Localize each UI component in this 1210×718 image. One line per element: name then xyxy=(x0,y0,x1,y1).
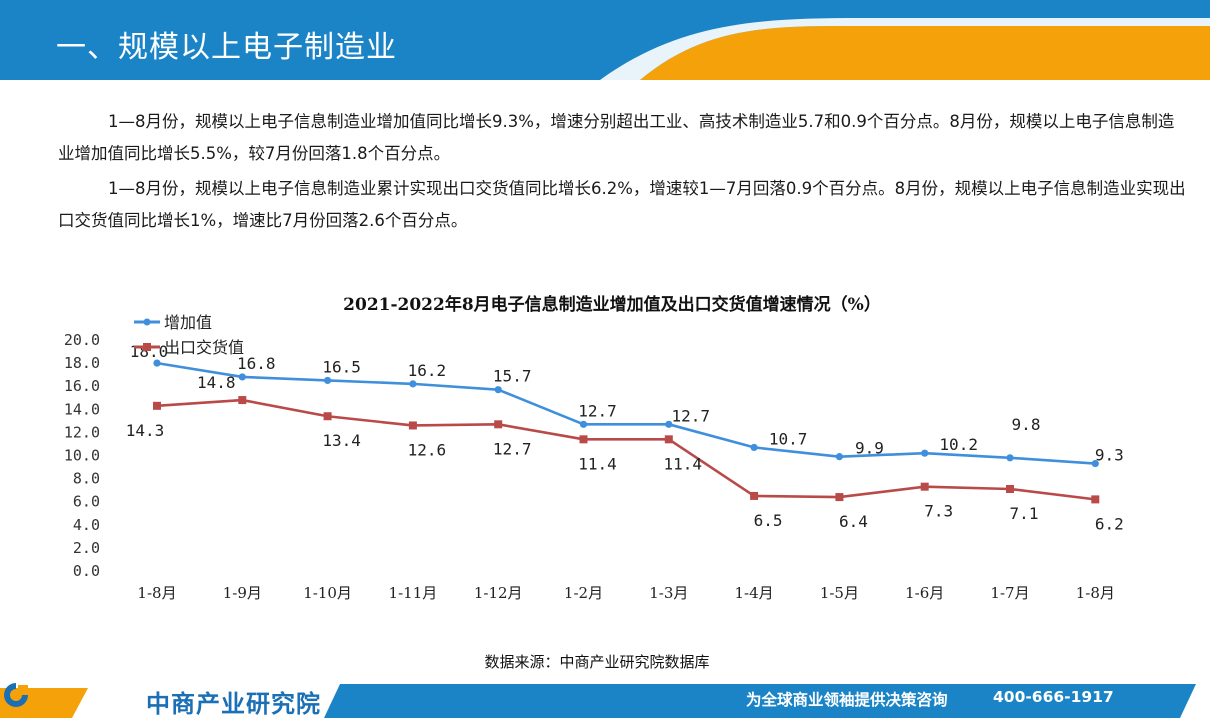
data-label: 15.7 xyxy=(493,367,532,386)
paragraph: 1—8月份，规模以上电子信息制造业增加值同比增长9.3%，增速分别超出工业、高技… xyxy=(58,112,1175,163)
x-tick-label: 1-11月 xyxy=(389,584,438,602)
data-source-text: 数据来源：中商产业研究院数据库 xyxy=(484,653,710,671)
x-tick-label: 1-10月 xyxy=(303,584,352,602)
y-tick-label: 18.0 xyxy=(64,354,100,372)
data-label: 16.5 xyxy=(322,357,361,376)
data-point xyxy=(920,482,929,491)
data-point xyxy=(494,386,502,394)
x-tick-label: 1-4月 xyxy=(735,584,774,602)
page-title: 一、规模以上电子制造业 xyxy=(56,30,397,65)
y-tick-label: 14.0 xyxy=(64,400,100,418)
data-point xyxy=(921,449,929,457)
data-point xyxy=(579,435,588,444)
data-label: 14.3 xyxy=(126,421,165,440)
x-tick-label: 1-2月 xyxy=(564,584,603,602)
company-logo-icon xyxy=(4,683,28,707)
data-label: 9.8 xyxy=(1012,415,1041,434)
footer-bar: 中商产业研究院 为全球商业领袖提供决策咨询 400-666-1917 xyxy=(0,680,1210,718)
legend-marker-added-value xyxy=(143,318,151,326)
data-label: 9.3 xyxy=(1095,446,1124,465)
data-point xyxy=(664,435,673,444)
data-point xyxy=(835,453,844,461)
data-point xyxy=(1091,495,1100,504)
data-point xyxy=(153,401,161,410)
data-label: 10.2 xyxy=(939,435,978,454)
x-tick-label: 1-12月 xyxy=(474,584,523,602)
y-tick-label: 20.0 xyxy=(64,331,100,349)
legend: 增加值 出口交货值 xyxy=(134,313,244,357)
data-label: 11.4 xyxy=(578,454,617,473)
x-axis: 1-8月 1-9月 1-10月 1-11月 1-12月 1-2月 1-3月 1-4月 1-5月 1… xyxy=(137,584,1114,602)
header-background xyxy=(0,0,1210,80)
data-point xyxy=(579,420,588,428)
y-tick-label: 16.0 xyxy=(64,377,100,395)
data-label: 12.7 xyxy=(672,406,711,425)
data-point xyxy=(324,376,332,385)
data-label: 6.4 xyxy=(839,512,868,531)
data-point xyxy=(408,421,417,430)
data-label: 12.7 xyxy=(578,401,617,420)
legend-label-added-value: 增加值 xyxy=(164,313,212,332)
data-label: 13.4 xyxy=(322,431,361,450)
header-banner: 一、规模以上电子制造业 xyxy=(0,0,1210,80)
data-point xyxy=(750,443,758,452)
data-label: 16.8 xyxy=(237,354,276,373)
data-point xyxy=(153,359,161,367)
y-tick-label: 0.0 xyxy=(73,562,100,580)
data-label: 7.3 xyxy=(924,502,953,521)
data-source: 数据来源：中商产业研究院数据库 xyxy=(0,651,1210,672)
data-point xyxy=(1091,459,1099,468)
company-logo-text: 中商产业研究院 xyxy=(146,690,321,718)
y-tick-label: 6.0 xyxy=(73,493,100,511)
data-label: 10.7 xyxy=(769,429,808,448)
data-label: 7.1 xyxy=(1010,504,1039,523)
summary-text: 1—8月份，规模以上电子信息制造业增加值同比增长9.3%，增速分别超出工业、高技… xyxy=(58,106,1188,240)
footer-slogan: 为全球商业领袖提供决策咨询 xyxy=(746,691,948,709)
data-label: 6.5 xyxy=(754,511,783,530)
y-tick-label: 2.0 xyxy=(73,539,100,557)
data-label: 16.2 xyxy=(408,361,447,380)
data-label: 9.9 xyxy=(855,439,884,458)
data-point xyxy=(750,491,759,500)
x-tick-label: 1-3月 xyxy=(649,584,688,602)
data-label: 11.4 xyxy=(664,454,703,473)
data-point xyxy=(835,493,844,502)
data-point xyxy=(238,373,246,381)
y-tick-label: 8.0 xyxy=(73,470,100,488)
y-axis: 0.0 2.0 4.0 6.0 8.0 10.0 12.0 14.0 16.0 18.0 20.0 xyxy=(64,331,100,580)
footer-background xyxy=(0,684,1196,718)
data-point xyxy=(1006,484,1014,493)
y-tick-label: 12.0 xyxy=(64,423,100,441)
data-point xyxy=(409,380,417,388)
x-tick-label: 1-8月 xyxy=(1076,584,1115,602)
x-tick-label: 1-6月 xyxy=(905,584,944,602)
data-label: 6.2 xyxy=(1095,514,1124,533)
line-chart: 2021-2022年8月电子信息制造业增加值及出口交货值增速情况（%） 0.0 2… xyxy=(64,294,1124,602)
legend-label-export-value: 出口交货值 xyxy=(164,338,244,357)
series-line xyxy=(156,361,1096,465)
series-added-value: 18.016.8 16.5 16.2 15.712.7 12.710.7 9.9 10.29… xyxy=(130,342,1124,468)
series-group: 18.016.8 16.5 16.2 15.712.7 12.710.7 9.9 10.29… xyxy=(126,342,1124,533)
paragraph: 1—8月份，规模以上电子信息制造业累计实现出口交货值同比增长6.2%，增速较1—… xyxy=(58,179,1186,230)
data-point xyxy=(494,420,503,429)
data-label: 14.8 xyxy=(197,373,236,392)
data-label: 12.7 xyxy=(493,439,532,458)
data-point xyxy=(238,396,247,405)
footer-phone: 400-666-1917 xyxy=(993,688,1114,706)
x-tick-label: 1-9月 xyxy=(223,584,262,602)
legend-marker-export-value xyxy=(143,343,151,351)
chart-title: 2021-2022年8月电子信息制造业增加值及出口交货值增速情况（%） xyxy=(343,294,881,315)
x-tick-label: 1-5月 xyxy=(820,584,859,602)
data-label: 12.6 xyxy=(408,440,447,459)
series-line xyxy=(156,398,1096,501)
data-point xyxy=(323,412,332,421)
y-tick-label: 10.0 xyxy=(64,447,100,465)
series-export-value: 14.3 14.8 13.4 12.6 12.7 11.4 11.4 6.5 6.4 7.3 7.1… xyxy=(126,373,1124,533)
y-tick-label: 4.0 xyxy=(73,516,100,534)
data-point xyxy=(665,420,673,428)
x-tick-label: 1-7月 xyxy=(990,584,1029,602)
x-tick-label: 1-8月 xyxy=(137,584,176,602)
data-point xyxy=(1006,454,1014,462)
